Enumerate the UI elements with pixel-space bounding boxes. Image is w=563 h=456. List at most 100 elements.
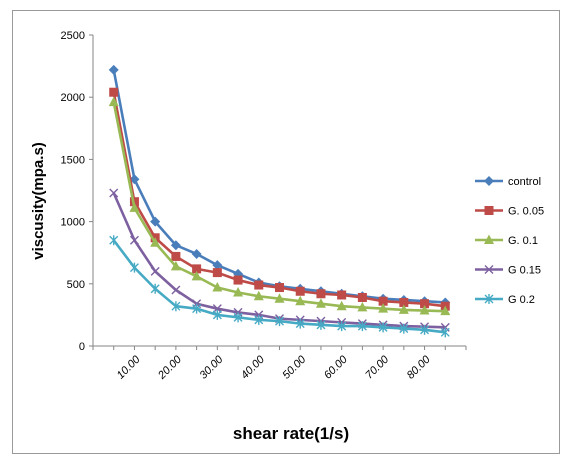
data-point: [378, 322, 388, 333]
data-point: [129, 202, 140, 212]
y-tick-label: 500: [67, 279, 85, 291]
data-point: [212, 282, 223, 292]
data-point: [150, 283, 160, 294]
y-tick-label: 1500: [61, 154, 85, 166]
data-point: [484, 265, 494, 274]
legend-item: G 0.15: [475, 265, 541, 277]
data-point: [212, 268, 222, 278]
data-point: [108, 96, 119, 107]
data-point: [212, 309, 222, 320]
data-point: [109, 235, 119, 246]
data-point: [150, 266, 160, 276]
x-ticks: 10.00 20.00 30.00 40.00 50.00 60.00 70.00 80.00: [92, 346, 467, 382]
series-5: [109, 235, 450, 338]
legend-item: G 0.2: [475, 294, 535, 306]
data-point: [316, 289, 326, 299]
data-point: [108, 64, 119, 75]
data-point: [484, 206, 494, 215]
series-1: [108, 64, 451, 308]
data-point: [337, 290, 347, 300]
data-point: [171, 301, 181, 312]
data-point: [440, 327, 450, 338]
data-point: [192, 264, 202, 274]
legend-item: control: [475, 176, 541, 188]
data-point: [484, 234, 494, 244]
x-tick-label: 40.00: [239, 353, 268, 382]
y-tick-label: 2500: [61, 30, 85, 42]
y-tick-label: 0: [79, 341, 85, 353]
data-point: [419, 305, 430, 315]
data-point: [295, 295, 306, 306]
data-point: [109, 188, 119, 198]
data-point: [315, 298, 326, 308]
data-point: [378, 303, 389, 313]
data-point: [440, 305, 451, 316]
series-2: [109, 87, 450, 311]
y-axis-title: viscusity(mpa.s): [30, 142, 47, 260]
x-tick-label: 30.00: [198, 353, 227, 382]
data-point: [253, 290, 264, 301]
data-point: [150, 237, 161, 247]
data-point: [233, 312, 243, 323]
line-chart: 0 500 1000 1500 2000 2500 10.00 20.00 30.00 40.0…: [30, 30, 544, 443]
data-point: [357, 321, 367, 332]
data-point: [357, 292, 367, 302]
data-point: [295, 318, 305, 329]
y-ticks: 0 500 1000 1500 2000 2500: [61, 30, 93, 353]
data-point: [129, 235, 139, 245]
series-line: [112, 69, 446, 304]
x-tick-label: 10.00: [115, 353, 144, 382]
data-point: [170, 240, 181, 251]
legend-label: G 0.2: [508, 294, 535, 306]
data-point: [254, 314, 264, 325]
series-group: [108, 64, 451, 338]
data-point: [357, 301, 368, 312]
x-tick-label: 50.00: [280, 353, 309, 382]
legend-label: G. 0.1: [508, 235, 538, 247]
data-point: [420, 324, 430, 335]
y-tick-label: 1000: [61, 217, 85, 229]
data-point: [129, 262, 139, 273]
y-tick-label: 2000: [61, 92, 85, 104]
x-tick-label: 80.00: [405, 353, 434, 382]
x-tick-label: 60.00: [322, 353, 351, 382]
data-point: [109, 87, 119, 97]
legend-label: G 0.15: [508, 265, 541, 277]
data-point: [233, 275, 243, 285]
data-point: [254, 280, 264, 290]
legend: control G. 0.05 G. 0.1 G 0.15 G 0.2: [475, 176, 544, 306]
data-point: [484, 176, 494, 186]
data-point: [275, 283, 284, 293]
data-point: [336, 300, 347, 311]
legend-item: G. 0.1: [475, 234, 538, 247]
x-tick-label: 20.00: [155, 353, 184, 382]
series-line: [112, 192, 446, 329]
chart-frame: 0 500 1000 1500 2000 2500 10.00 20.00 30.00 40.0…: [12, 10, 560, 454]
data-point: [171, 251, 181, 261]
data-point: [191, 270, 202, 281]
data-point: [420, 299, 430, 309]
data-point: [399, 323, 409, 334]
data-point: [150, 216, 161, 227]
x-axis-title: shear rate(1/s): [233, 424, 349, 443]
series-line: [112, 91, 446, 308]
data-point: [170, 260, 181, 271]
data-point: [212, 260, 223, 271]
data-point: [233, 287, 244, 297]
data-point: [316, 319, 326, 330]
legend-label: G. 0.05: [508, 206, 544, 218]
data-point: [274, 293, 285, 303]
data-point: [337, 321, 347, 332]
legend-label: control: [508, 176, 541, 188]
data-point: [275, 316, 284, 327]
data-point: [171, 285, 181, 295]
data-point: [484, 294, 494, 304]
data-point: [192, 303, 202, 314]
legend-item: G. 0.05: [475, 206, 544, 218]
data-point: [398, 304, 409, 314]
data-point: [378, 296, 388, 306]
data-point: [295, 286, 305, 296]
series-3: [108, 96, 451, 316]
x-tick-label: 70.00: [363, 353, 392, 382]
data-point: [191, 248, 202, 259]
